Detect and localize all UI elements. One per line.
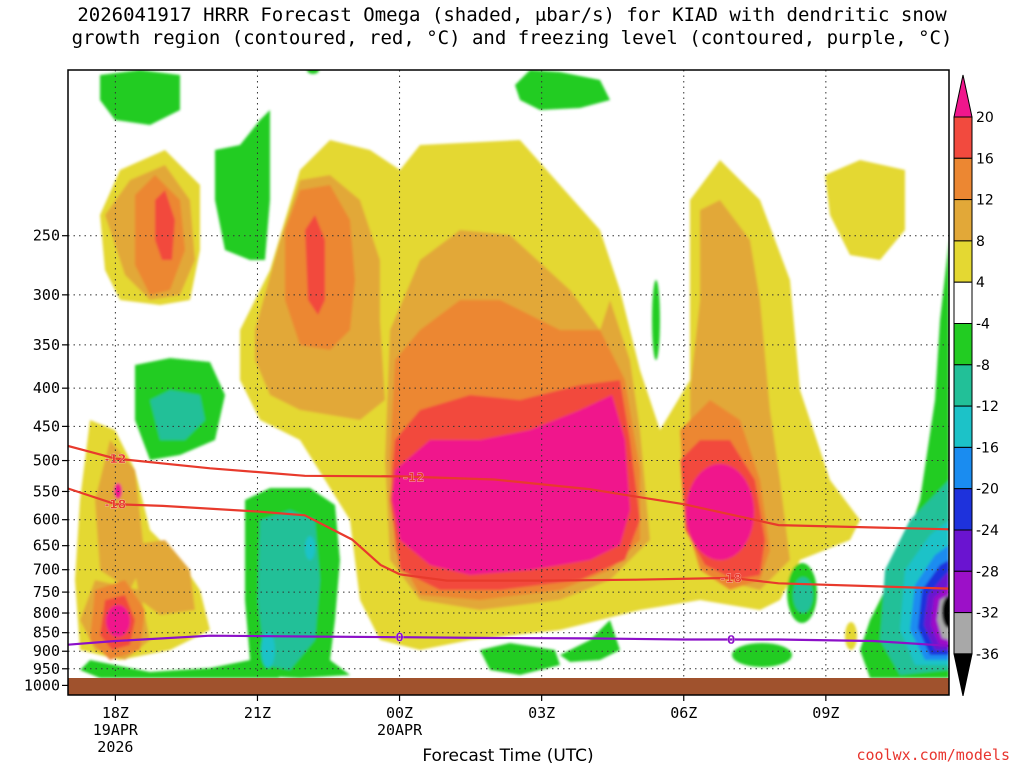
colorbar-swatch — [953, 116, 973, 159]
credit-link[interactable]: coolwx.com/models — [856, 746, 1010, 764]
chart-title: 2026041917 HRRR Forecast Omega (shaded, … — [0, 4, 1024, 50]
omega-shade — [130, 540, 195, 615]
y-tick-label: 850 — [33, 624, 60, 642]
colorbar-swatch — [953, 405, 973, 448]
contour-line — [68, 634, 949, 647]
contour-label: -18 — [105, 498, 127, 512]
omega-shade — [305, 215, 325, 315]
x-tick-label: 18Z — [102, 704, 129, 722]
contour-label: -18 — [720, 571, 742, 585]
y-tick-label: 700 — [33, 561, 60, 579]
y-tick-label: 350 — [33, 336, 60, 354]
y-tick-label: 1000 — [24, 676, 60, 694]
colorbar-swatch — [953, 157, 973, 201]
colorbar-label: -4 — [976, 317, 990, 333]
x-tick-date: 20APR — [377, 721, 423, 739]
colorbar-swatch — [953, 199, 973, 242]
colorbar: 20 16 12 8 4 -4 -8 -12 -16 -20 -24 -28 -32 -36 — [953, 74, 999, 697]
omega-shade — [793, 577, 813, 613]
colorbar-label: -8 — [976, 358, 990, 374]
colorbar-swatch — [953, 653, 973, 697]
omega-shade — [307, 70, 319, 74]
x-tick-date: 19APR — [93, 721, 139, 739]
x-tick-label: 09Z — [812, 704, 839, 722]
colorbar-label: -36 — [976, 647, 999, 663]
colorbar-label: 20 — [976, 110, 994, 126]
y-tick-label: 750 — [33, 583, 60, 601]
y-tick-label: 950 — [33, 660, 60, 678]
y-tick-label: 650 — [33, 537, 60, 555]
omega-shade — [150, 390, 205, 440]
x-tick-label: 21Z — [244, 704, 271, 722]
omega-shade — [80, 660, 280, 678]
colorbar-label: -24 — [976, 523, 999, 539]
colorbar-label: -28 — [976, 564, 999, 580]
omega-shading — [75, 70, 949, 678]
y-tick-label: 800 — [33, 604, 60, 622]
omega-shade — [305, 536, 315, 560]
x-tick-label: 00Z — [386, 704, 413, 722]
contour-label: 0 — [727, 633, 735, 647]
colorbar-swatch — [953, 570, 973, 614]
ground-terrain — [68, 678, 949, 695]
colorbar-label: 16 — [976, 151, 994, 167]
x-tick-label: 06Z — [670, 704, 697, 722]
y-axis: 2503003504004505005506006507007508008509… — [24, 227, 68, 694]
x-tick-year: 2026 — [97, 738, 133, 756]
colorbar-swatch — [953, 74, 973, 118]
colorbar-swatch — [953, 364, 973, 407]
contour-line — [68, 444, 949, 531]
omega-shade — [825, 160, 905, 260]
colorbar-swatch — [953, 323, 973, 366]
colorbar-swatch — [953, 446, 973, 490]
title-line-2: growth region (contoured, red, °C) and f… — [71, 27, 953, 49]
colorbar-label: 4 — [976, 275, 985, 291]
colorbar-label: 8 — [976, 234, 985, 250]
colorbar-swatch — [953, 240, 973, 283]
omega-shade — [258, 510, 320, 670]
colorbar-label: -16 — [976, 440, 999, 456]
omega-shade — [392, 395, 630, 575]
omega-shade — [261, 632, 275, 668]
contour-label: 0 — [395, 631, 403, 645]
colorbar-label: -20 — [976, 482, 999, 498]
plot-frame — [67, 69, 950, 696]
colorbar-swatch — [953, 612, 973, 655]
y-tick-label: 900 — [33, 642, 60, 660]
y-tick-label: 400 — [33, 379, 60, 397]
colorbar-swatch — [953, 529, 973, 572]
y-tick-label: 300 — [33, 286, 60, 304]
contour-label: -12 — [403, 470, 425, 484]
contour-label: -12 — [105, 452, 127, 466]
omega-shade — [942, 596, 949, 628]
omega-shade — [215, 110, 270, 260]
grid — [68, 70, 949, 695]
x-axis-title: Forecast Time (UTC) — [422, 746, 594, 766]
x-tick-label: 03Z — [528, 704, 555, 722]
temperature-contours: -12 -12 -18 -18 0 0 — [68, 444, 949, 647]
y-tick-label: 600 — [33, 511, 60, 529]
omega-shade — [732, 643, 792, 667]
omega-shade — [652, 280, 660, 360]
y-tick-label: 450 — [33, 417, 60, 435]
y-tick-label: 500 — [33, 452, 60, 470]
y-tick-label: 550 — [33, 482, 60, 500]
colorbar-label: -12 — [976, 399, 999, 415]
omega-shade — [845, 622, 857, 650]
colorbar-swatch — [953, 488, 973, 531]
omega-shade — [155, 190, 175, 260]
y-tick-label: 250 — [33, 227, 60, 245]
contour-line — [68, 487, 949, 590]
colorbar-swatch — [953, 281, 973, 325]
omega-shade — [515, 70, 610, 110]
title-line-1: 2026041917 HRRR Forecast Omega (shaded, … — [77, 4, 947, 26]
omega-shading-layers — [75, 70, 949, 678]
colorbar-label: 12 — [976, 193, 994, 209]
omega-shade — [100, 70, 180, 125]
colorbar-label: -32 — [976, 606, 999, 622]
omega-shade — [480, 643, 560, 675]
